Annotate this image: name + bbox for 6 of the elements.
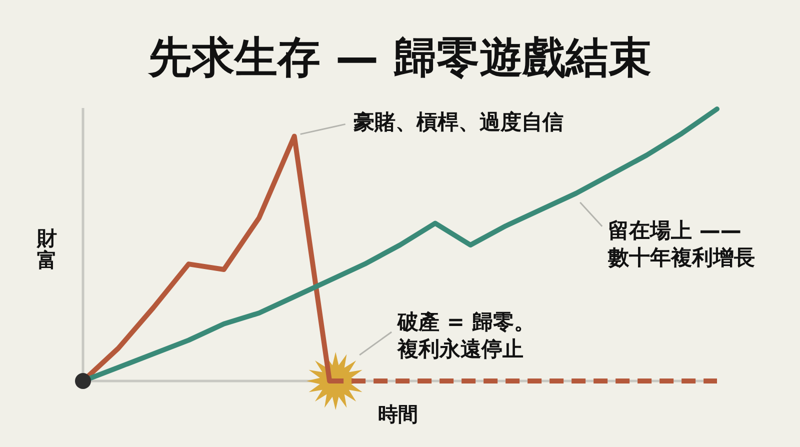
annotation: 豪賭、槓桿、過度自信 xyxy=(352,110,564,134)
x-axis-title: 時間 xyxy=(378,402,418,426)
annotation: 破產 = 歸零。複利永遠停止 xyxy=(396,310,535,361)
annotation: 留在場上 —— 數十年複利增長 xyxy=(607,218,756,270)
chart-title: 先求生存 — 歸零遊戲結束 xyxy=(148,33,652,83)
y-axis-title: 財富 xyxy=(36,226,57,272)
